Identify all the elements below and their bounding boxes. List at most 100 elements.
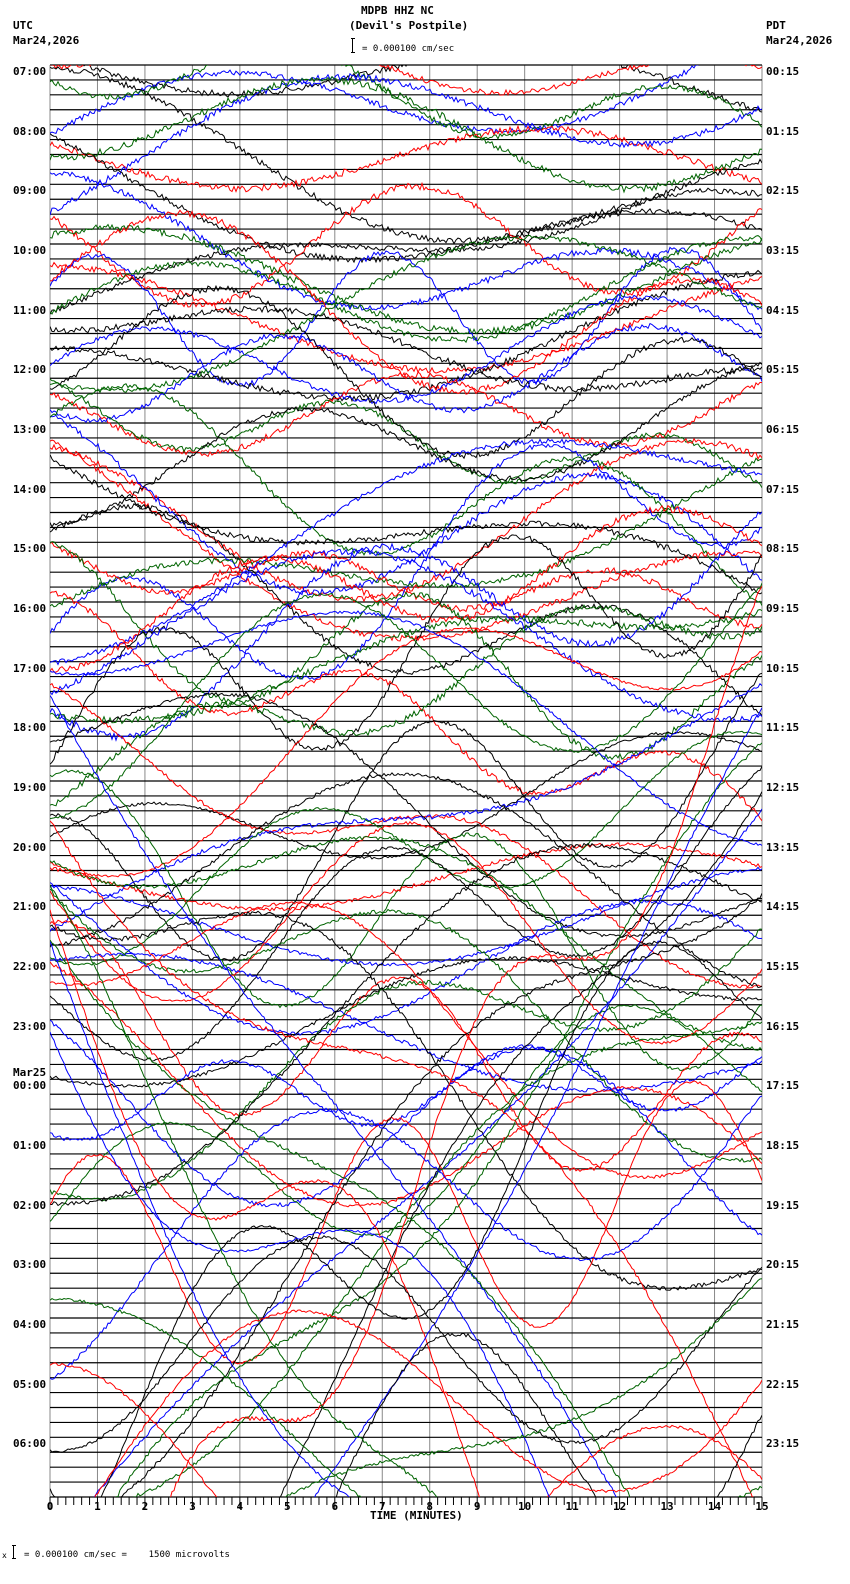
scale-bar-icon xyxy=(351,38,355,53)
seismic-trace xyxy=(50,820,762,1045)
pdt-hour-label: 03:15 xyxy=(766,244,800,257)
seismic-trace xyxy=(50,511,762,742)
x-tick-label: 10 xyxy=(518,1500,532,1513)
seismic-trace xyxy=(50,842,762,912)
pdt-hour-label: 05:15 xyxy=(766,363,800,377)
seismic-trace xyxy=(50,772,762,989)
seismic-trace xyxy=(50,1004,762,1237)
seismic-trace xyxy=(50,939,631,1497)
pdt-hour-label: 21:15 xyxy=(766,1318,800,1331)
x-axis-label: TIME (MINUTES) xyxy=(370,1509,463,1522)
utc-hour-label: 04:00 xyxy=(13,1318,47,1331)
seismic-trace xyxy=(50,1095,762,1380)
pdt-hour-label: 22:15 xyxy=(766,1377,800,1391)
seismic-trace xyxy=(50,1080,762,1365)
seismic-trace xyxy=(50,1332,762,1497)
seismic-trace xyxy=(50,158,762,315)
footer-scale-bar-icon xyxy=(12,1545,16,1559)
x-tick-label: 9 xyxy=(473,1500,481,1513)
seismic-trace xyxy=(50,928,762,1202)
seismic-trace xyxy=(50,1044,762,1142)
seismic-trace xyxy=(50,223,762,336)
pdt-hour-label: 08:15 xyxy=(766,542,800,556)
x-tick-label: 3 xyxy=(189,1500,196,1513)
seismic-trace xyxy=(50,439,762,642)
utc-hour-label: 09:00 xyxy=(13,184,47,198)
pdt-hour-label: 12:15 xyxy=(766,781,800,794)
utc-hour-label: 07:00 xyxy=(13,65,47,78)
seismic-trace xyxy=(50,909,480,1497)
pdt-hour-label: 13:15 xyxy=(766,840,800,854)
seismic-trace xyxy=(50,234,762,394)
seismic-trace xyxy=(50,820,754,1497)
utc-hour-label: 23:00 xyxy=(13,1019,47,1033)
seismic-trace xyxy=(50,672,762,962)
left-timezone: UTC xyxy=(13,19,33,32)
seismic-trace xyxy=(50,383,762,606)
seismic-trace xyxy=(50,769,762,1071)
seismic-trace xyxy=(50,371,762,458)
seismic-trace xyxy=(50,72,762,216)
scale-text: = 0.000100 cm/sec xyxy=(362,44,455,54)
seismic-trace xyxy=(50,541,762,761)
utc-hour-label: 12:00 xyxy=(13,363,47,377)
utc-hour-label: 01:00 xyxy=(13,1139,47,1152)
seismic-trace xyxy=(50,842,762,1207)
seismic-trace xyxy=(50,322,762,423)
seismic-trace xyxy=(50,305,762,393)
x-tick-label: 14 xyxy=(707,1500,722,1513)
right-date: Mar24,2026 xyxy=(766,34,833,47)
utc-hour-label: 20:00 xyxy=(13,840,47,854)
seismic-trace xyxy=(50,590,762,822)
seismic-trace xyxy=(50,731,762,860)
utc-hour-label: 00:00 xyxy=(13,1079,47,1093)
footer-scale-text: = 0.000100 cm/sec = 1500 microvolts xyxy=(24,1550,230,1560)
seismic-trace xyxy=(50,835,762,1051)
seismic-trace xyxy=(50,361,762,529)
pdt-hour-label: 10:15 xyxy=(766,661,800,675)
seismic-trace xyxy=(50,730,762,966)
pdt-hour-label: 06:15 xyxy=(766,423,800,436)
pdt-hour-label: 15:15 xyxy=(766,960,800,973)
pdt-hour-label: 02:15 xyxy=(766,184,800,198)
utc-hour-label: 03:00 xyxy=(13,1258,47,1272)
x-tick-label: 1 xyxy=(94,1500,101,1513)
seismic-trace xyxy=(50,941,350,1497)
utc-hour-label: 14:00 xyxy=(13,482,47,496)
seismic-trace xyxy=(50,133,762,264)
seismic-trace xyxy=(50,454,762,595)
seismic-trace xyxy=(50,548,762,724)
pdt-hour-label: 00:15 xyxy=(766,65,800,78)
pdt-hour-label: 14:15 xyxy=(766,900,800,914)
left-date: Mar24,2026 xyxy=(13,34,80,47)
utc-hour-label: 10:00 xyxy=(13,244,47,257)
seismic-trace xyxy=(50,457,762,608)
utc-hour-label: 02:00 xyxy=(13,1198,47,1212)
seismic-trace xyxy=(50,378,762,488)
seismic-trace xyxy=(50,961,762,1208)
seismic-trace xyxy=(50,1235,762,1453)
seismic-trace xyxy=(50,955,762,1088)
pdt-hour-label: 19:15 xyxy=(766,1198,800,1212)
seismic-trace xyxy=(50,1297,762,1497)
seismic-trace xyxy=(50,284,762,460)
seismic-trace xyxy=(50,608,762,725)
seismic-trace xyxy=(50,534,762,765)
seismic-traces xyxy=(50,65,762,1497)
utc-hour-label: 18:00 xyxy=(13,721,47,735)
pdt-hour-label: 23:15 xyxy=(766,1437,800,1451)
x-axis xyxy=(49,1497,763,1509)
seismic-trace xyxy=(279,791,762,1497)
utc-hour-label: 17:00 xyxy=(13,661,47,675)
x-tick-label: 12 xyxy=(612,1500,627,1513)
seismic-trace xyxy=(50,610,762,846)
seismic-trace xyxy=(50,65,762,140)
pdt-hour-label: 07:15 xyxy=(766,482,800,496)
seismic-trace xyxy=(50,502,762,717)
seismic-trace xyxy=(50,541,762,629)
seismic-trace xyxy=(120,893,762,1497)
seismic-trace xyxy=(50,438,762,666)
seismic-trace xyxy=(50,1019,762,1236)
seismic-trace xyxy=(50,582,762,820)
